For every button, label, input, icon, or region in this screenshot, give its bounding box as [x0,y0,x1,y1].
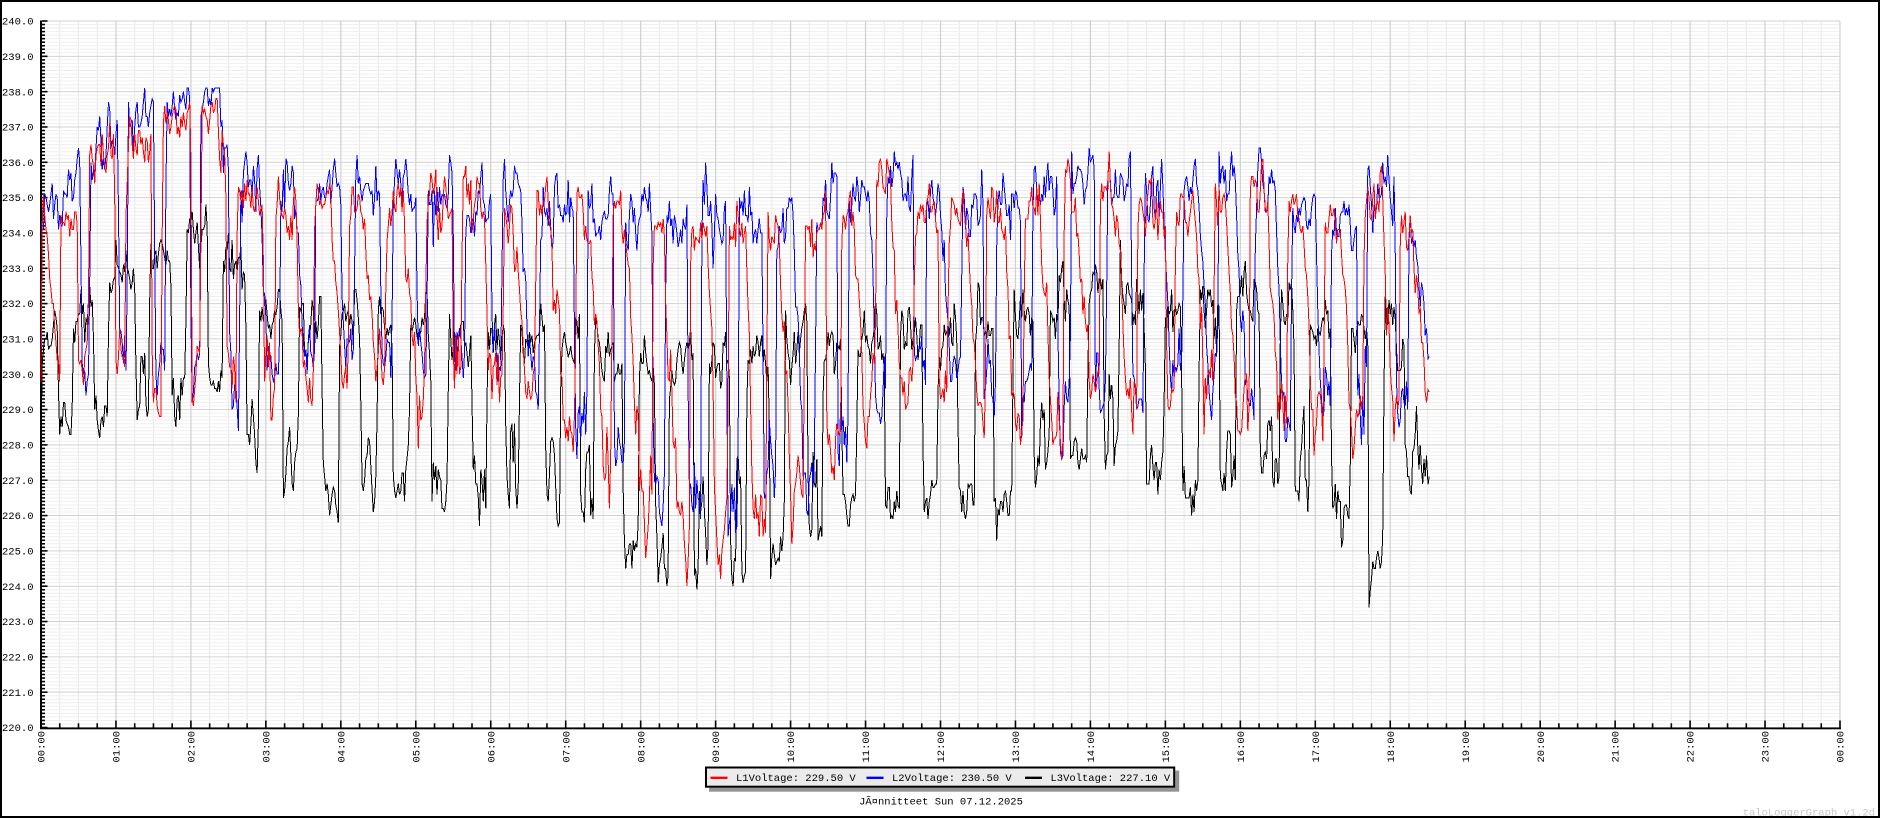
svg-text:235.0: 235.0 [2,193,34,205]
svg-text:230.0: 230.0 [2,370,34,382]
svg-text:16:00: 16:00 [1236,731,1248,763]
svg-text:238.0: 238.0 [2,87,34,99]
svg-text:L3Voltage: 227.10 V: L3Voltage: 227.10 V [1051,773,1171,785]
svg-text:08:00: 08:00 [636,731,648,763]
svg-text:00:00: 00:00 [37,731,49,763]
svg-text:06:00: 06:00 [486,731,498,763]
svg-text:234.0: 234.0 [2,229,34,241]
svg-text:21:00: 21:00 [1611,731,1623,763]
svg-text:22:00: 22:00 [1686,731,1698,763]
svg-text:226.0: 226.0 [2,511,34,523]
svg-text:13:00: 13:00 [1011,731,1023,763]
svg-text:L2Voltage: 230.50 V: L2Voltage: 230.50 V [892,773,1012,785]
svg-text:232.0: 232.0 [2,299,34,311]
svg-text:10:00: 10:00 [786,731,798,763]
svg-text:239.0: 239.0 [2,52,34,64]
svg-text:05:00: 05:00 [411,731,423,763]
svg-text:03:00: 03:00 [261,731,273,763]
svg-text:12:00: 12:00 [936,731,948,763]
svg-text:228.0: 228.0 [2,441,34,453]
svg-text:229.0: 229.0 [2,405,34,417]
svg-text:223.0: 223.0 [2,617,34,629]
svg-text:20:00: 20:00 [1536,731,1548,763]
svg-text:221.0: 221.0 [2,688,34,700]
svg-text:23:00: 23:00 [1761,731,1773,763]
svg-text:JÃ¤nnitteet Sun 07.12.2025: JÃ¤nnitteet Sun 07.12.2025 [859,796,1023,809]
svg-text:227.0: 227.0 [2,476,34,488]
svg-text:19:00: 19:00 [1461,731,1473,763]
svg-text:17:00: 17:00 [1311,731,1323,763]
svg-text:224.0: 224.0 [2,582,34,594]
svg-text:02:00: 02:00 [187,731,199,763]
svg-text:237.0: 237.0 [2,123,34,135]
svg-text:L1Voltage: 229.50 V: L1Voltage: 229.50 V [736,773,856,785]
svg-text:01:00: 01:00 [112,731,124,763]
svg-text:14:00: 14:00 [1086,731,1098,763]
svg-text:09:00: 09:00 [711,731,723,763]
svg-text:240.0: 240.0 [2,17,34,29]
svg-text:15:00: 15:00 [1161,731,1173,763]
svg-text:233.0: 233.0 [2,264,34,276]
svg-text:222.0: 222.0 [2,652,34,664]
svg-text:11:00: 11:00 [861,731,873,763]
svg-text:04:00: 04:00 [336,731,348,763]
svg-text:00:00: 00:00 [1836,731,1848,763]
svg-text:236.0: 236.0 [2,158,34,170]
svg-text:taloLoggerGraph v1.2d: taloLoggerGraph v1.2d [1743,808,1875,818]
svg-text:225.0: 225.0 [2,546,34,558]
svg-text:18:00: 18:00 [1386,731,1398,763]
svg-text:07:00: 07:00 [561,731,573,763]
svg-text:231.0: 231.0 [2,335,34,347]
svg-text:220.0: 220.0 [2,723,34,735]
